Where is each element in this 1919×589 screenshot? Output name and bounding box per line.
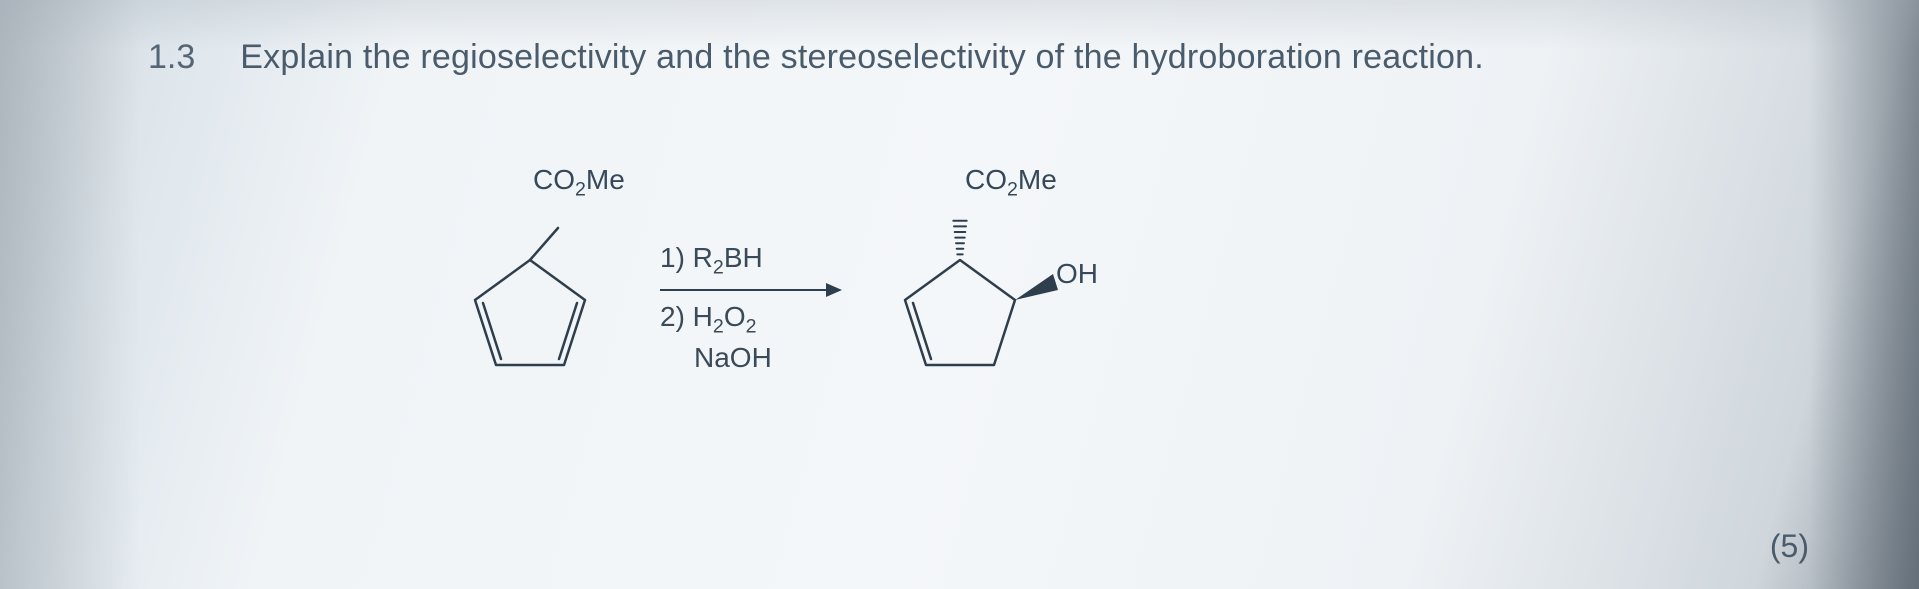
- reaction-arrow: [660, 289, 840, 291]
- question-text: Explain the regioselectivity and the ste…: [240, 38, 1484, 77]
- product-structure: [880, 220, 1080, 410]
- cyclopentene-ring: [905, 260, 1015, 365]
- reagent-2: 2) H2O2: [660, 299, 850, 340]
- question-row: 1.3 Explain the regioselectivity and the…: [148, 38, 1484, 77]
- cyclopentadiene-ring: [475, 260, 585, 365]
- reagent-3: NaOH: [660, 340, 850, 376]
- question-points: (5): [1770, 528, 1809, 565]
- starting-material: [450, 220, 610, 390]
- sm-substituent-label: CO2Me: [533, 164, 625, 202]
- question-number: 1.3: [148, 38, 195, 77]
- product-substituent-label: CO2Me: [965, 164, 1057, 202]
- wedge-oh: [1015, 274, 1058, 300]
- reaction-diagram: CO2Me 1) R2BH 2) H2O2 NaOH CO2Me OH: [430, 180, 1090, 480]
- reagent-1: 1) R2BH: [660, 240, 850, 281]
- reaction-arrow-block: 1) R2BH 2) H2O2 NaOH: [660, 240, 850, 377]
- hash-bond: [953, 221, 966, 255]
- substituent-bond: [530, 228, 558, 260]
